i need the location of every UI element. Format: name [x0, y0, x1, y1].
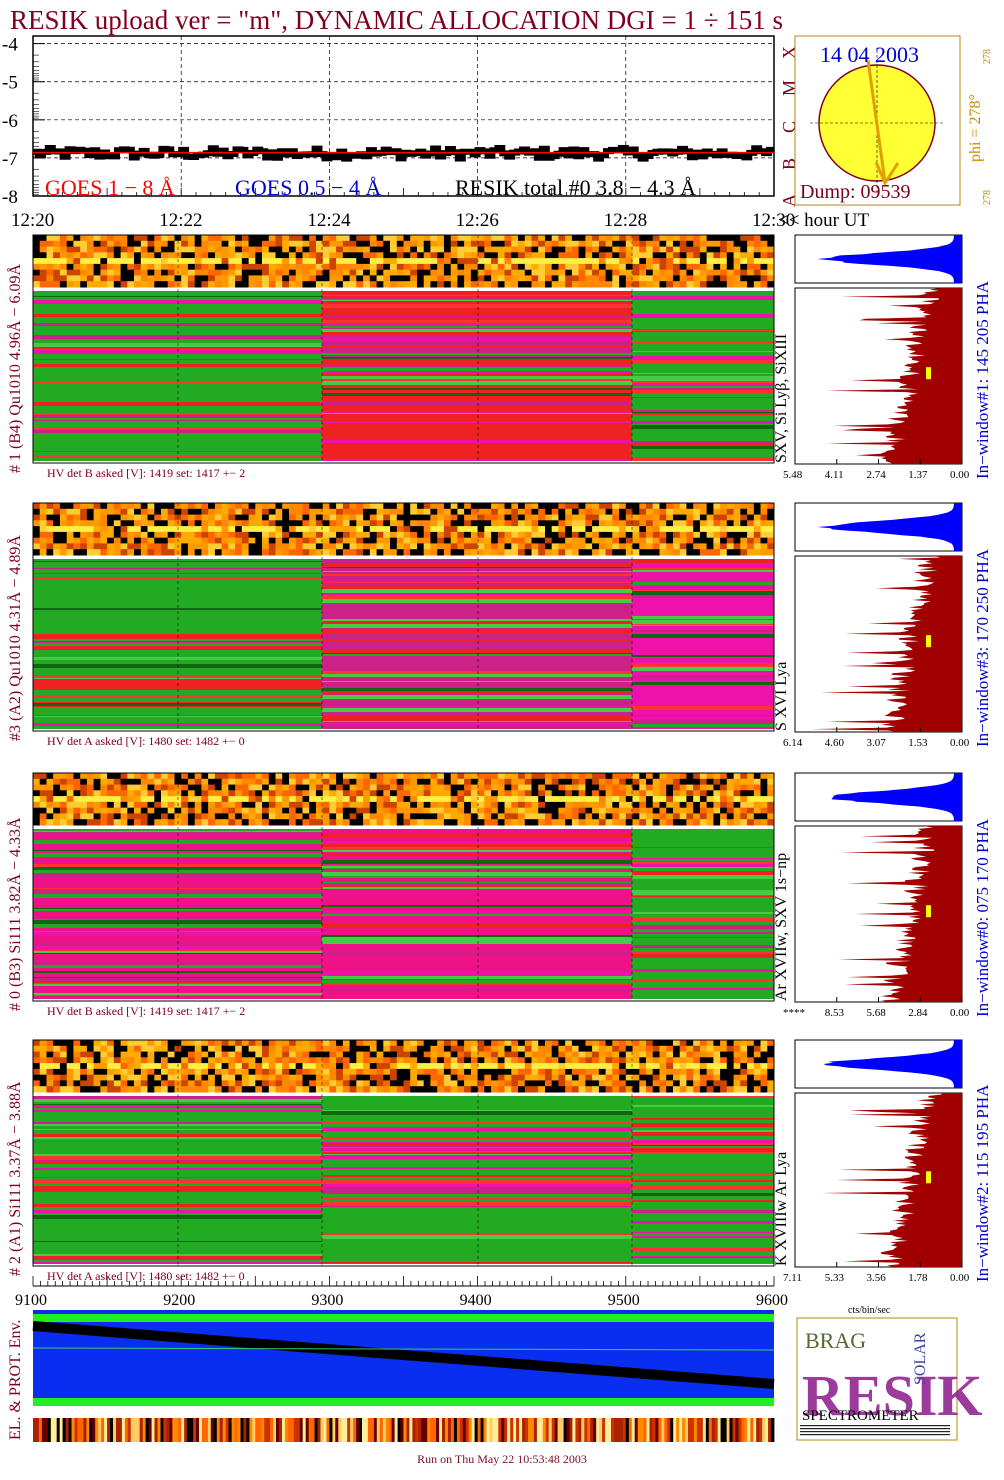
- y-tick-label: -8: [2, 187, 18, 208]
- logo-caption: SPECTROMETER: [802, 1408, 919, 1424]
- pha-tick-label: 3.07: [867, 737, 887, 749]
- pha-window-marker-0: [926, 905, 931, 917]
- x-tick-label: 12:22: [159, 210, 202, 231]
- pha-tick-label: 4.11: [825, 469, 844, 481]
- x-tick-label: 12:26: [456, 210, 499, 231]
- pha-tick-label: 4.60: [825, 737, 845, 749]
- spectrogram-segment: [632, 829, 774, 999]
- spectrogram-segment: [632, 291, 774, 461]
- logo-top-letters: BRAG: [805, 1328, 866, 1353]
- pha-tick-label: 0.00: [950, 737, 970, 749]
- x-tick-label: 12:28: [604, 210, 647, 231]
- dump-tick-label: 9200: [163, 1292, 195, 1309]
- spectro-noise-band-1: [33, 235, 775, 288]
- env-label: EL. & PROT. Env.: [7, 1320, 24, 1440]
- dump-tick-label: 9600: [756, 1292, 788, 1309]
- pha-window-marker-1: [926, 367, 931, 379]
- line-ids-2: K XVIIIw Ar Lya: [773, 1152, 790, 1266]
- dump-number: Dump: 09539: [800, 181, 911, 203]
- pha-window-marker-3: [926, 635, 931, 647]
- spectrogram-segment: [33, 291, 322, 461]
- spectrogram-segment: [322, 829, 632, 999]
- line-ids-3: S XVI Lya: [773, 662, 790, 731]
- spectrogram-segment: [322, 291, 632, 461]
- pha-unit: cts/bin/sec: [848, 1305, 891, 1316]
- window-label-1: In−window#1: 145 205 PHA: [973, 280, 992, 479]
- window-label-3: In−window#3: 170 250 PHA: [973, 548, 992, 747]
- line-ids-0: Ar XVIIw, SXV 1s−np: [773, 853, 790, 1001]
- sun-date: 14 04 2003: [820, 42, 919, 67]
- pha-tick-label: 1.37: [908, 469, 928, 481]
- dump-tick-label: 9400: [460, 1292, 492, 1309]
- env-green-bottom: [33, 1398, 774, 1406]
- y-tick-label: -6: [2, 111, 18, 132]
- window-label-2: In−window#2: 115 195 PHA: [973, 1084, 992, 1282]
- pha-tick-label: 8.53: [825, 1007, 845, 1019]
- channel-label-3: #3 (A2) Qu1010 4.31Å − 4.89Å: [6, 535, 24, 741]
- pha-tick-label: 0.00: [950, 1272, 970, 1284]
- legend-resik-total: RESIK total #0 3.8 − 4.3 Å: [455, 175, 696, 200]
- channel-label-1: # 1 (B4) Qu1010 4.96Å − 6.09Å: [6, 264, 24, 473]
- page-title: RESIK upload ver = "m", DYNAMIC ALLOCATI…: [10, 5, 783, 35]
- spectrogram-segment: [322, 559, 632, 729]
- spectrogram-segment: [322, 1096, 632, 1264]
- x-axis-unit: << hour UT: [778, 210, 869, 231]
- spectrogram-segment: [33, 1096, 322, 1264]
- pha-tick-label: 6.14: [783, 737, 803, 749]
- y-tick-label: -4: [2, 35, 18, 56]
- phi-angle: phi = 278°: [967, 94, 984, 162]
- dump-tick-label: 9500: [608, 1292, 640, 1309]
- run-timestamp: Run on Thu May 22 10:53:48 2003: [0, 1452, 1004, 1467]
- pha-tick-label: 1.78: [908, 1272, 928, 1284]
- logo-side: SOLAR: [912, 1332, 929, 1385]
- x-tick-label: 12:24: [307, 210, 351, 231]
- spectro-noise-band-2: [33, 1040, 775, 1093]
- hv-label-1: HV det B asked [V]: 1419 set: 1417 +− 2: [47, 466, 245, 480]
- phi-small-bottom: 278: [982, 190, 993, 205]
- hv-label-0: HV det B asked [V]: 1419 set: 1417 +− 2: [47, 1004, 245, 1018]
- spectrogram-segment: [632, 559, 774, 729]
- goes-plot-frame: [33, 36, 774, 196]
- pha-tick-label: 1.53: [908, 737, 928, 749]
- dump-tick-label: 9100: [15, 1292, 47, 1309]
- pha-tick-label: ****: [783, 1007, 805, 1019]
- pha-window-marker-2: [926, 1171, 931, 1183]
- pha-tick-label: 0.00: [950, 1007, 970, 1019]
- hv-label-3: HV det A asked [V]: 1480 set: 1482 +− 0: [47, 734, 245, 748]
- line-ids-1: SXV, Si Lyβ, SiXIII: [773, 334, 790, 463]
- logo-fineprint: [800, 1428, 950, 1429]
- spectrogram-segment: [632, 1096, 774, 1264]
- pha-tick-label: 2.74: [867, 469, 887, 481]
- dump-tick-label: 9300: [311, 1292, 343, 1309]
- legend-goes-long: GOES 1 − 8 Å: [45, 175, 175, 200]
- pha-tick-label: 5.33: [825, 1272, 845, 1284]
- channel-label-2: # 2 (A1) Si111 3.37Å − 3.88Å: [6, 1081, 24, 1276]
- spectro-noise-band-3: [33, 503, 775, 556]
- logo-fineprint: [800, 1434, 950, 1435]
- hv-label-2: HV det A asked [V]: 1480 set: 1482 +− 0: [47, 1269, 245, 1283]
- legend-goes-short: GOES 0.5 − 4 Å: [235, 175, 381, 200]
- env-green-top: [33, 1314, 774, 1322]
- window-label-0: In−window#0: 075 170 PHA: [973, 818, 992, 1017]
- y-tick-label: -5: [2, 73, 18, 94]
- pha-tick-label: 0.00: [950, 469, 970, 481]
- logo-fineprint: [800, 1425, 950, 1426]
- spectro-noise-band-0: [33, 773, 775, 826]
- pha-tick-label: 5.48: [783, 469, 803, 481]
- pha-tick-label: 7.11: [783, 1272, 802, 1284]
- pha-tick-label: 2.84: [908, 1007, 928, 1019]
- x-tick-label: 12:20: [11, 210, 54, 231]
- spectrogram-segment: [33, 829, 322, 999]
- pha-tick-label: 5.68: [867, 1007, 887, 1019]
- y-tick-label: -7: [2, 149, 18, 170]
- spectrogram-segment: [33, 559, 322, 729]
- channel-label-0: # 0 (B3) Si111 3.82Å − 4.33Å: [6, 817, 24, 1011]
- logo-fineprint: [800, 1431, 950, 1432]
- env-heat-strip: [33, 1418, 774, 1442]
- phi-small-top: 278: [982, 49, 993, 64]
- pha-tick-label: 3.56: [867, 1272, 887, 1284]
